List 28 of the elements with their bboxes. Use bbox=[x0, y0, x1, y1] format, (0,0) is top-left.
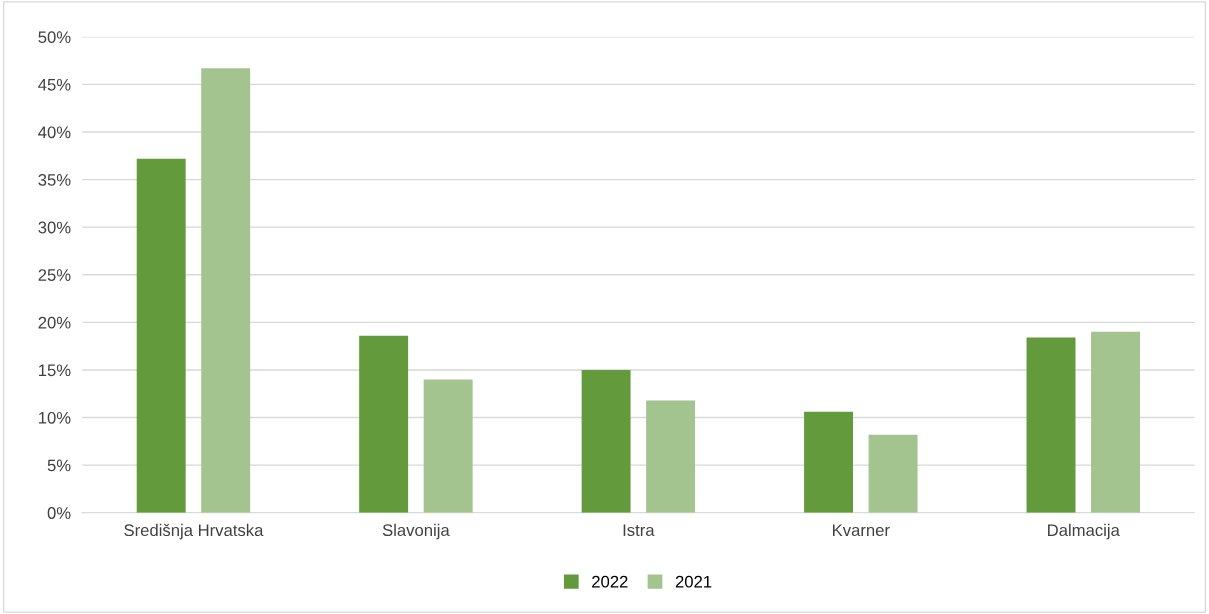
y-tick-label: 40% bbox=[38, 126, 71, 139]
y-tick-label: 45% bbox=[38, 78, 71, 91]
bar bbox=[804, 411, 854, 513]
x-tick-label: Središnja Hrvatska bbox=[124, 523, 264, 540]
y-tick-label: 15% bbox=[39, 364, 71, 377]
y-tick-label: 25% bbox=[38, 269, 71, 281]
x-tick-label: Slavonija bbox=[382, 523, 450, 540]
y-tick-label: 35% bbox=[38, 174, 71, 186]
legend-label: 2022 bbox=[592, 575, 628, 588]
bar bbox=[423, 379, 473, 513]
y-tick-label: 30% bbox=[38, 221, 71, 234]
bar bbox=[359, 335, 409, 513]
bar bbox=[646, 400, 696, 513]
bar bbox=[136, 158, 186, 513]
bar bbox=[1091, 331, 1140, 513]
y-tick-label: 50% bbox=[38, 31, 71, 44]
y-tick-label: 20% bbox=[38, 316, 71, 329]
x-tick-label: Dalmacija bbox=[1048, 523, 1120, 540]
y-tick-label: 0% bbox=[47, 507, 71, 519]
bar bbox=[868, 434, 918, 513]
bar bbox=[201, 68, 251, 513]
bar bbox=[1026, 337, 1076, 513]
bar bbox=[581, 369, 631, 513]
legend-label: 2021 bbox=[675, 575, 712, 588]
y-tick-label: 5% bbox=[47, 459, 71, 472]
x-tick-label: Kvarner bbox=[833, 524, 890, 537]
y-tick-label: 10% bbox=[39, 411, 71, 424]
x-tick-label: Istra bbox=[623, 524, 655, 537]
